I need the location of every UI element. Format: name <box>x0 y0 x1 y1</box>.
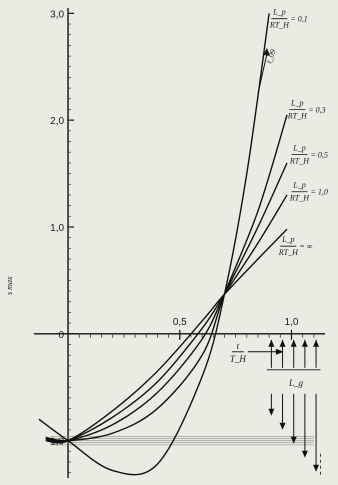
flow-arrow-upper-head-3 <box>301 339 308 347</box>
growth-arrow-head <box>263 47 270 56</box>
flow-arrow-lower-head-3 <box>301 450 308 458</box>
y-tick-label-0: 3,0 <box>50 9 64 20</box>
x-direction-arrow-head <box>275 348 284 355</box>
flow-arrow-lower-head-0 <box>268 408 275 416</box>
series-label-num-3: L_p <box>292 181 305 190</box>
series-label-num-0: L_p <box>272 8 285 17</box>
flow-arrow-lower-head-4 <box>313 464 320 472</box>
series-label-num-1: L_p <box>290 98 303 107</box>
series-label-den-0: RT_H <box>269 21 290 30</box>
y-axis-label: s max <box>5 276 14 295</box>
series-label-val-4: = ∞ <box>299 242 312 251</box>
flow-arrow-lower-head-2 <box>290 436 297 444</box>
series-label-den-2: RT_H <box>289 156 310 165</box>
series-line-3 <box>45 194 288 443</box>
series-line-4 <box>45 228 288 444</box>
y-tick-label-2: 1,0 <box>50 223 64 234</box>
flow-arrow-lower-head-1 <box>279 422 286 430</box>
y-tick-label-3: 0 <box>58 330 64 341</box>
flow-label: L_g <box>288 378 304 388</box>
series-label-val-0: = 0,1 <box>290 15 307 24</box>
series-label-den-1: RT_H <box>287 111 308 120</box>
series-label-den-4: RT_H <box>278 248 299 257</box>
growth-arrow-shaft <box>257 53 268 94</box>
series-label-num-4: L_p <box>281 235 294 244</box>
series-label-den-3: RT_H <box>289 194 310 203</box>
y-tick-label-1: 2,0 <box>50 116 64 127</box>
series-label-val-2: = 0,5 <box>310 150 327 159</box>
flow-arrow-upper-head-0 <box>268 339 275 347</box>
x-tick-label-1: 1,0 <box>285 317 299 328</box>
series-line-1 <box>45 114 288 442</box>
series-label-val-3: = 1,0 <box>310 188 327 197</box>
series-label-val-1: = 0,3 <box>308 105 325 114</box>
series-label-num-2: L_p <box>292 143 305 152</box>
series-line-0 <box>38 13 270 476</box>
x-axis-label-num: t <box>237 341 240 351</box>
x-axis-label-den: T_H <box>230 354 247 364</box>
x-tick-label-0: 0,5 <box>173 317 187 328</box>
flow-arrow-upper-head-1 <box>279 339 286 347</box>
flow-arrow-upper-head-4 <box>313 339 320 347</box>
flow-arrow-upper-head-2 <box>290 339 297 347</box>
